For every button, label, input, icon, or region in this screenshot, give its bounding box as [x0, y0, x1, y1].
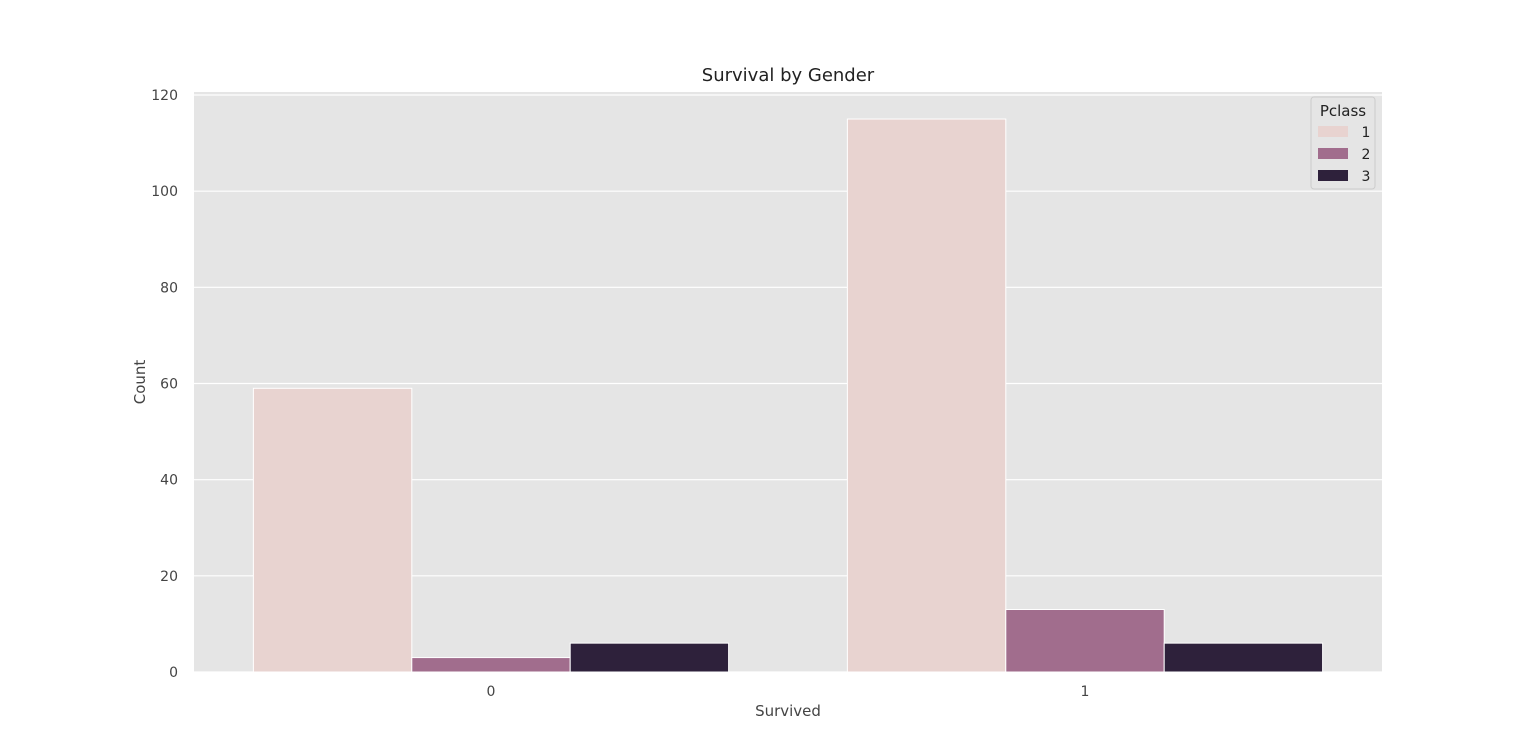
- x-tick-label: 1: [1081, 684, 1090, 700]
- legend-label: 2: [1362, 147, 1371, 163]
- y-tick-label: 20: [160, 569, 178, 585]
- legend-label: 3: [1362, 169, 1371, 185]
- legend-swatch: [1318, 148, 1348, 159]
- legend: Pclass 1 2 3: [1310, 96, 1376, 190]
- legend-box: [1310, 96, 1376, 190]
- bars: [252, 118, 1324, 673]
- bar-1-pclass-3: [1163, 642, 1324, 673]
- y-tick-label: 0: [169, 665, 178, 681]
- y-tick-labels: 0 20 40 60 80 100 120: [151, 88, 178, 681]
- y-tick-label: 80: [160, 280, 178, 296]
- legend-label: 1: [1362, 125, 1371, 141]
- bar-1-pclass-1: [846, 118, 1007, 673]
- y-tick-label: 120: [151, 88, 178, 104]
- y-tick-label: 40: [160, 473, 178, 489]
- legend-swatch: [1318, 170, 1348, 181]
- chart-title: Survival by Gender: [702, 65, 875, 86]
- y-tick-label: 60: [160, 377, 178, 393]
- x-axis-label: Survived: [755, 702, 821, 720]
- legend-title: Pclass: [1320, 102, 1366, 120]
- y-axis-label: Count: [131, 360, 149, 405]
- bar-1-pclass-2: [1005, 608, 1165, 673]
- x-tick-label: 0: [487, 684, 496, 700]
- bar-0-pclass-3: [569, 642, 730, 673]
- bar-0-pclass-2: [411, 657, 571, 673]
- legend-swatch: [1318, 126, 1348, 137]
- bar-0-pclass-1: [252, 387, 413, 673]
- y-tick-label: 100: [151, 184, 178, 200]
